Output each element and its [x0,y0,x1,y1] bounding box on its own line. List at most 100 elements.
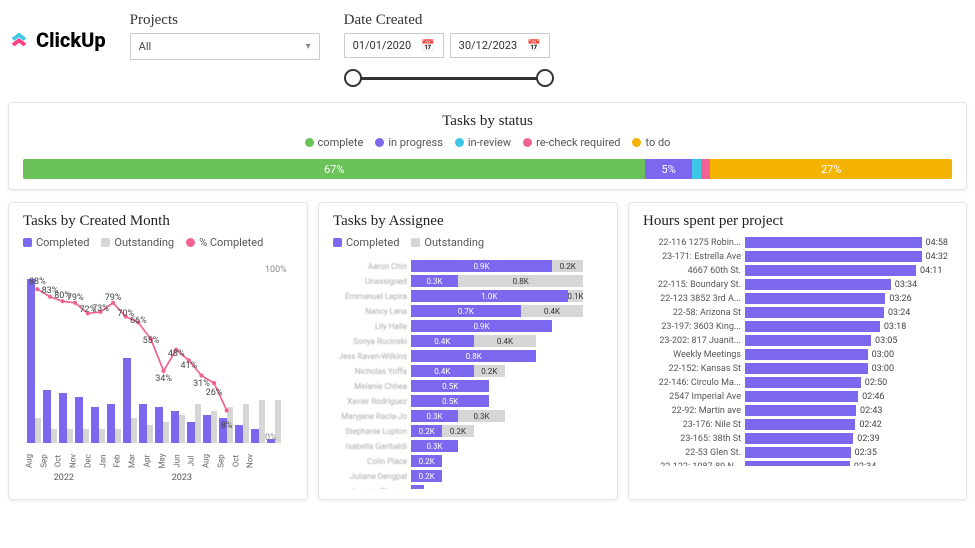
y-tick: 0% [265,433,293,443]
assignee-bar-outstanding: 0.4K [474,335,537,347]
x-label: Apr [142,454,158,469]
hours-bar [745,433,853,444]
assignee-row: Emmanuel Lapira1.0K0.1K [333,289,599,303]
assignee-bars: 0.4K0.2K [411,365,599,377]
date-start-value: 01/01/2020 [353,39,412,52]
hours-row: 22-53 Glen St.02:35 [643,446,948,459]
hours-value: 02:42 [859,420,881,430]
slider-knob-end[interactable] [536,69,554,87]
bar-group [251,265,265,443]
assignee-bars: 0.9K0.2K [411,260,599,272]
project-name: 23-171: Estrella Ave [643,252,745,262]
assignee-bar-completed: 0.2K [411,425,442,437]
assignee-bar-completed: 1.0K [411,290,568,302]
assignee-bar-completed: 0.3K [411,410,458,422]
status-segment [692,159,701,179]
hours-bar [745,335,871,346]
project-name: 22-53 Glen St. [643,448,745,458]
x-label: Jul [187,454,203,469]
legend-item: complete [305,136,364,149]
assignee-bar-completed: 0.9K [411,260,552,272]
assignee-bars: 0.8K [411,350,599,362]
hours-value: 03:24 [888,308,910,318]
hours-value: 03:34 [895,280,917,290]
bar-outstanding [83,429,89,443]
hours-bar-wrap: 02:50 [745,377,948,388]
assignee-name: Aaron Chin [333,262,411,271]
hours-value: 03:05 [875,336,897,346]
assignee-row: Colin Place0.2K [333,454,599,468]
hours-value: 02:43 [860,406,882,416]
y-axis-right: 100% 0% [265,265,293,443]
hours-value: 04:11 [920,266,942,276]
assignee-bar-outstanding: 0.1K [568,290,584,302]
slider-track [352,77,546,80]
assignee-bar-completed: 0.3K [411,275,458,287]
legend-label: in progress [388,136,443,149]
hours-bar [745,461,850,466]
created-title: Tasks by Created Month [23,213,293,230]
slider-knob-start[interactable] [344,69,362,87]
bar-outstanding [51,429,57,443]
assignee-chart[interactable]: Aaron Chin0.9K0.2KUnassigned0.3K0.8KEmma… [333,259,603,489]
bar-outstanding [67,429,73,443]
legend-item: Completed [23,236,89,249]
hours-bar-wrap: 02:42 [745,419,948,430]
projects-select[interactable]: All ▾ [130,33,320,60]
hours-bar-wrap: 04:32 [745,251,948,262]
date-filter: Date Created 01/01/2020 📅 30/12/2023 📅 [344,12,554,90]
assignee-bar-outstanding: 0.8K [458,275,583,287]
legend-item: Outstanding [411,236,484,249]
created-chart: 88%83%80%79%72%73%79%70%66%55%34%48%41%3… [23,259,293,469]
legend-dot [305,138,314,147]
project-name: 23-176: Nile St [643,420,745,430]
hours-value: 04:32 [926,252,948,262]
x-label: Nov [69,454,85,469]
projects-label: Projects [130,12,320,29]
legend-dot [375,138,384,147]
bar-completed [235,425,243,443]
assignee-bar-completed: 0.7K [411,305,521,317]
project-name: 22-122: 1087-89 N... [643,462,745,467]
assignee-bar-outstanding: 0.3K [458,410,505,422]
assignee-bar-outstanding: 0.2K [474,365,505,377]
legend-dot [455,138,464,147]
hours-bar-wrap: 03:24 [745,307,948,318]
assignee-bars: 0.2K0.2K [411,425,599,437]
project-name: 23-165: 38th St [643,434,745,444]
bar-outstanding [163,422,169,443]
hours-bar-wrap: 02:46 [745,391,948,402]
assignee-row: Maryjane Racla-Jo0.3K0.3K [333,409,599,423]
hours-row: 22-58: Arizona St03:24 [643,306,948,319]
assignee-title: Tasks by Assignee [333,213,603,230]
hours-row: 23-171: Estrella Ave 04:32 [643,250,948,263]
legend-item: re-check required [523,136,620,149]
x-axis: AugSepOctNovDecJanFebMarAprMayJunJulAugS… [27,443,263,469]
created-legend: CompletedOutstanding% Completed [23,236,293,249]
hours-chart[interactable]: 22-116 1275 Robin...04:5823-171: Estrell… [643,236,952,466]
x-label: Feb [113,454,129,469]
calendar-icon: 📅 [421,39,435,52]
x-label: Aug [202,454,218,469]
projects-value: All [139,40,152,53]
hours-title: Hours spent per project [643,213,952,230]
assignee-row: Nicholas Yoffa0.4K0.2K [333,364,599,378]
bar-outstanding [243,404,249,443]
legend-label: Outstanding [424,236,484,249]
assignee-row: Jess Raven-Wilkins0.8K [333,349,599,363]
legend-dot [523,138,532,147]
header: ClickUp Projects All ▾ Date Created 01/0… [8,8,967,102]
date-start-input[interactable]: 01/01/2020 📅 [344,33,444,58]
calendar-icon: 📅 [527,39,541,52]
hours-bar-wrap: 02:34 [745,461,948,466]
assignee-name: Jess Raven-Wilkins [333,352,411,361]
hours-value: 02:46 [862,392,884,402]
hours-bar [745,405,856,416]
tasks-by-status-panel: Tasks by status completein progressin-re… [8,102,967,190]
hours-bar [745,349,868,360]
project-name: 23-202: 817 Juanit... [643,336,745,346]
project-name: 22-116 1275 Robin... [643,238,745,248]
date-end-input[interactable]: 30/12/2023 📅 [450,33,550,58]
date-slider[interactable] [344,66,554,90]
hours-bar [745,321,880,332]
